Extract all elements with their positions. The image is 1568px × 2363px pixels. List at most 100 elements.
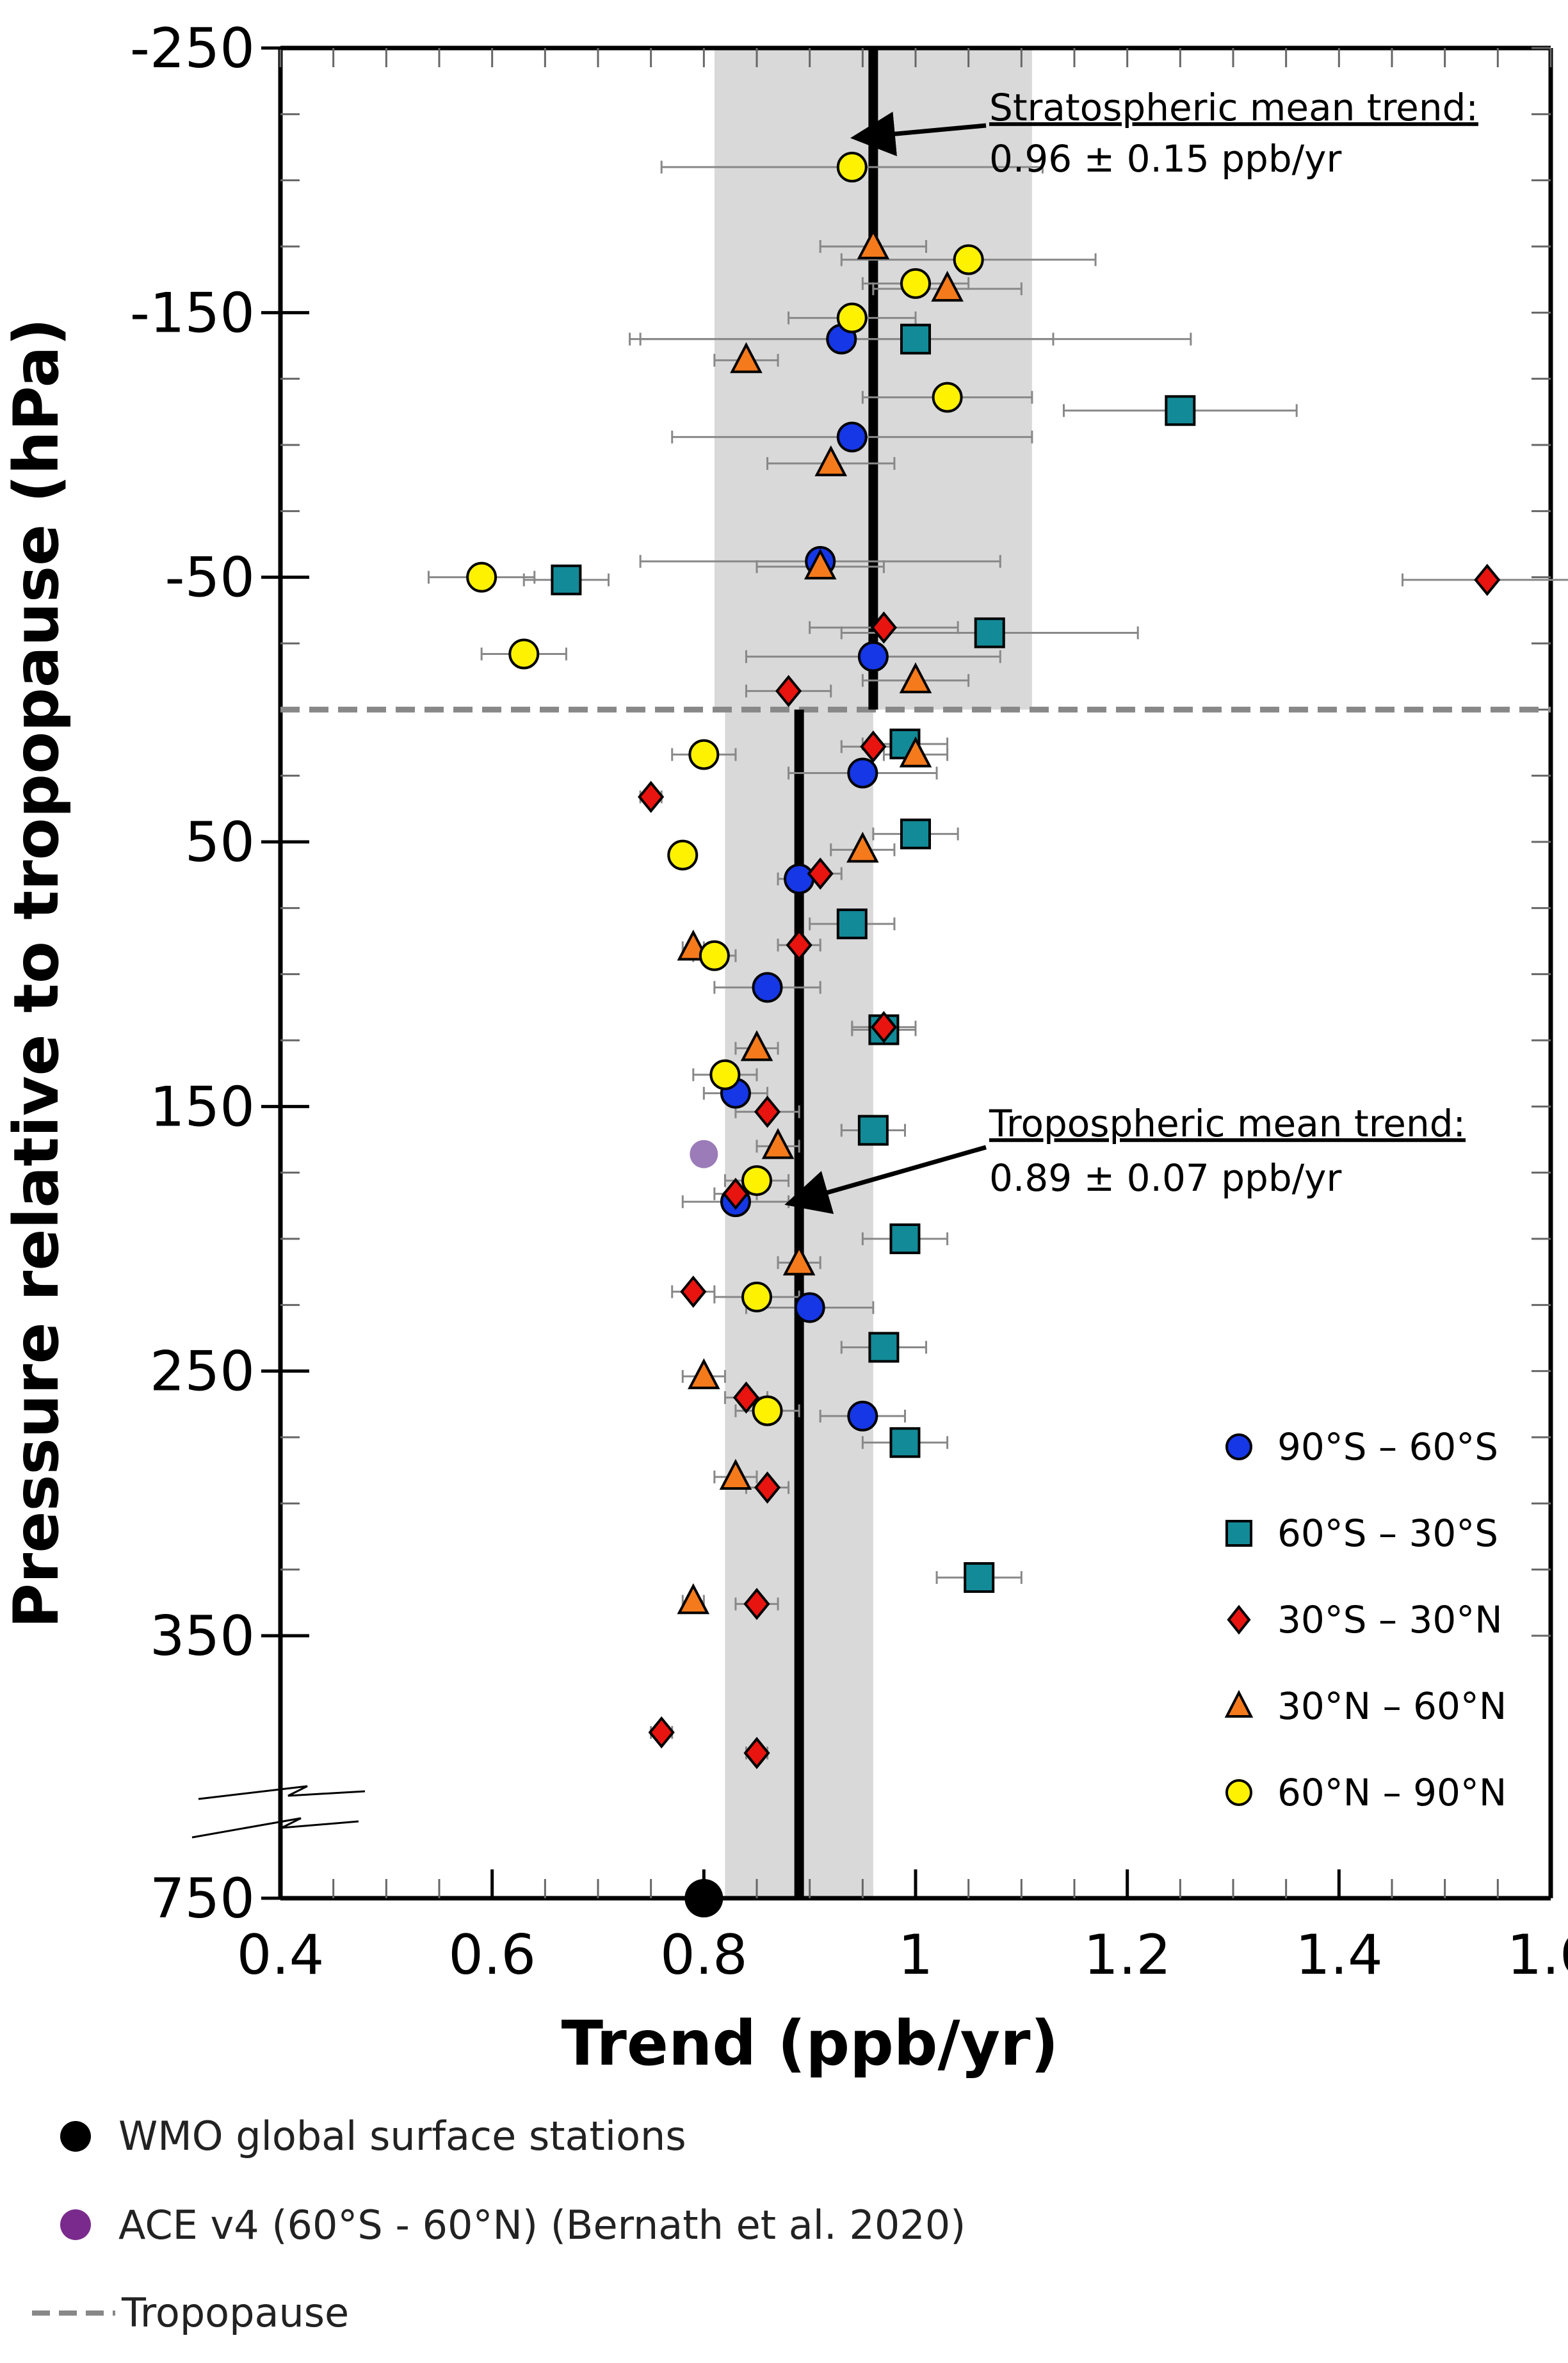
series-3-point [761,1128,795,1159]
series-1-point [1165,395,1196,426]
y-tick-label: 250 [150,1340,255,1404]
series-2-point [743,1588,770,1620]
series-0-point [857,641,889,672]
series-1-point [857,1115,889,1146]
series-2-point [1474,563,1501,596]
series-2-point [743,1737,770,1770]
series-3-point [740,1030,773,1061]
x-axis-title: Trend (ppb/yr) [562,2008,1059,2079]
x-tick-label: 1.6 [1507,1923,1568,1987]
y-tick-label: 50 [185,811,255,875]
stratospheric-mean-value: 0.96 ± 0.15 ppb/yr [989,137,1342,181]
ace-v4-point [690,1140,718,1168]
legend-marker [1225,1433,1252,1460]
series-4-point [836,152,868,182]
y-tick-label: -250 [130,17,255,81]
legend-label: 30°N – 60°N [1277,1684,1507,1728]
y-axis-title: Pressure relative to tropopause (hPa) [1,318,72,1629]
x-tick-label: 1.2 [1083,1923,1171,1987]
x-tick-label: 0.4 [237,1923,325,1987]
series-2-point [754,1471,781,1504]
series-0-point [836,421,868,453]
series-0-point [752,972,783,1003]
series-2-point [680,1275,707,1308]
legend-label: 90°S – 60°S [1277,1425,1498,1469]
wmo-surface-point [684,1879,723,1917]
tropospheric-arrow [784,1145,987,1214]
series-3-point [782,1244,816,1276]
series-4-point [836,302,868,334]
series-3-point [677,1583,710,1615]
data-points [466,152,1501,1917]
x-tick-label: 0.6 [448,1923,536,1987]
series-4-point [667,839,699,871]
series-2-point [648,1716,675,1749]
axis-break-mark [198,1785,366,1800]
series-3-point [719,1458,752,1490]
legend-marker [1225,1520,1252,1547]
series-1-point [868,1332,900,1363]
series-3-point [857,228,890,259]
series-4-point [699,940,730,971]
series-3-point [931,270,964,302]
series-3-point [899,736,932,768]
y-tick-label: 350 [150,1604,255,1668]
tropopause-legend-label: Tropopause [121,2289,349,2336]
series-4-point [741,1281,772,1312]
wmo-legend-marker [60,2121,91,2152]
series-1-point [964,1562,995,1593]
series-3-point [804,548,837,580]
tropospheric-mean-value: 0.89 ± 0.07 ppb/yr [989,1156,1342,1200]
series-3-point [899,662,932,693]
series-2-point [870,1011,897,1044]
ace-legend-marker [60,2209,91,2240]
series-4-point [932,382,963,413]
series-1-point [551,564,582,595]
x-tick-label: 1 [898,1923,934,1987]
series-4-point [900,268,931,299]
series-3-point [814,445,848,476]
series-2-point [786,929,812,962]
series-2-point [754,1095,781,1128]
series-4-point [709,1059,741,1090]
bottom-legend: WMO global surface stations ACE v4 (60°S… [32,2113,966,2336]
stratospheric-mean-label: Stratospheric mean trend: [989,86,1478,129]
series-3-point [846,832,879,863]
ace-legend-label: ACE v4 (60°S - 60°N) (Bernath et al. 202… [118,2202,966,2248]
series-0-point [784,863,815,894]
series-2-point [732,1381,760,1414]
series-0-point [847,757,878,789]
stratospheric-annotation: Stratospheric mean trend: 0.96 ± 0.15 pp… [850,86,1478,181]
legend-marker [1225,1779,1252,1806]
legend-marker [1224,1690,1254,1718]
y-tick-label: 150 [150,1075,255,1139]
wmo-legend-label: WMO global surface stations [118,2113,686,2159]
series-2-point [860,730,887,763]
series-1-point [836,908,868,940]
legend-label: 30°S – 30°N [1277,1598,1503,1641]
y-tick-label: -150 [130,281,255,345]
axis-break-mark [191,1817,359,1839]
series-4-point [752,1395,783,1426]
tropospheric-annotation: Tropospheric mean trend: 0.89 ± 0.07 ppb… [784,1102,1466,1214]
x-tick-label: 0.8 [660,1923,748,1987]
legend-marker [1227,1604,1251,1635]
series-4-point [741,1165,772,1197]
series-4-point [508,638,540,670]
series-1-point [974,617,1005,649]
y-tick-label: 750 [150,1867,255,1931]
series-1-point [900,818,931,850]
series-1-point [889,1427,921,1458]
series-0-point [847,1400,878,1432]
series-4-point [953,244,984,275]
series-3-point [688,1358,720,1389]
series-1-point [900,323,931,355]
tropospheric-mean-label: Tropospheric mean trend: [989,1102,1466,1145]
series-0-point [794,1292,825,1323]
legend-label: 60°S – 30°S [1277,1512,1498,1555]
series-3-point [730,342,763,373]
stratospheric-arrow [850,111,987,157]
series-4-point [688,739,720,770]
